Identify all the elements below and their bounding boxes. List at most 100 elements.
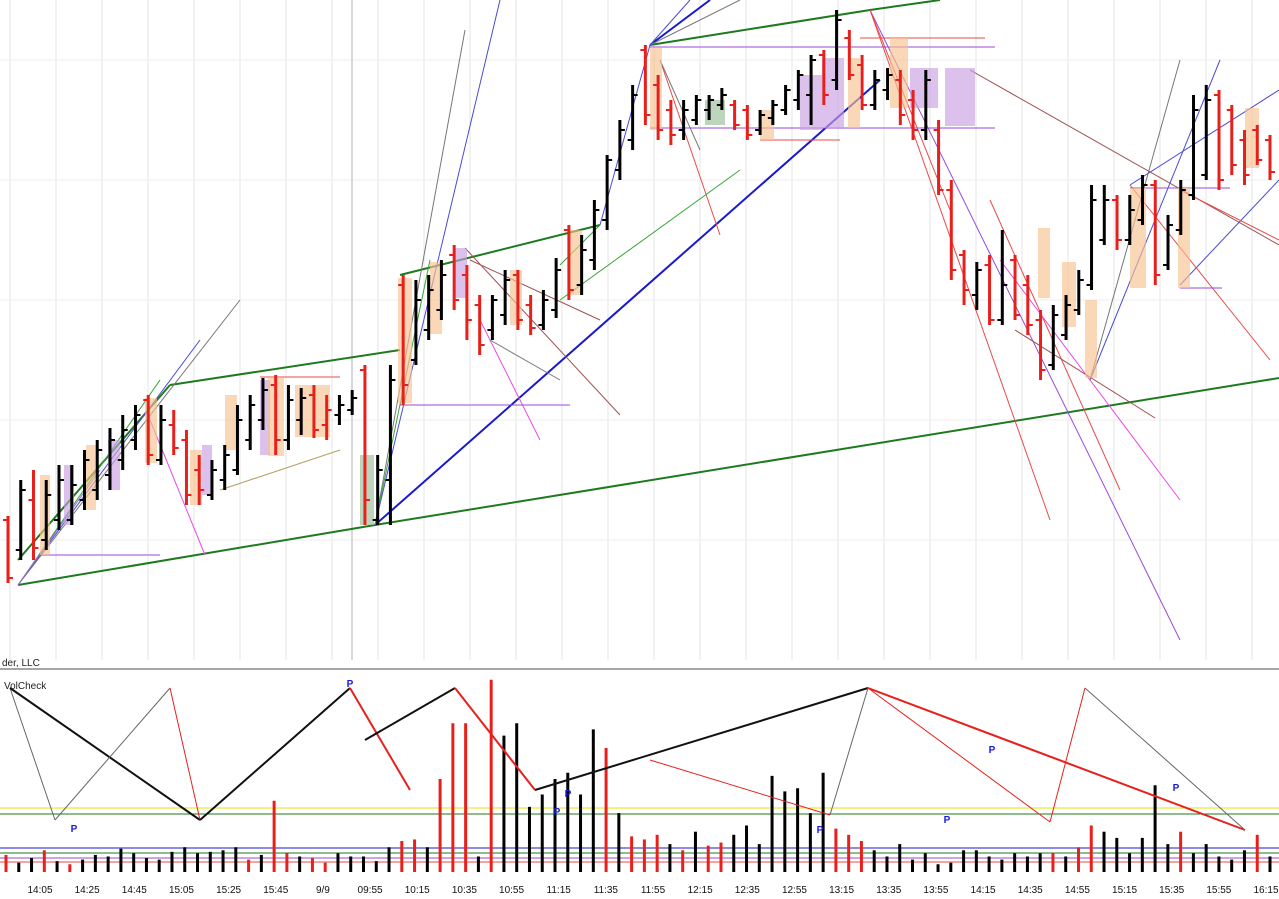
- trendline-green: [169, 349, 401, 386]
- pivot-marker: P: [71, 824, 78, 835]
- x-tick-label: 15:55: [1206, 885, 1231, 896]
- zigzag-line: [169, 687, 201, 821]
- fib-zone: [1085, 300, 1097, 378]
- fib-zone: [1062, 262, 1076, 327]
- trendline-green: [17, 524, 376, 586]
- zigzag-line: [454, 687, 536, 791]
- fan-line: [659, 59, 721, 236]
- fan-line: [469, 259, 601, 321]
- trendline-blue: [374, 79, 881, 526]
- zigzag-line: [1049, 687, 1086, 823]
- trendline-green: [649, 9, 871, 46]
- zigzag-line: [9, 687, 201, 821]
- fan-line: [559, 169, 741, 301]
- trendline-blue: [649, 0, 711, 46]
- zigzag-line: [199, 687, 351, 821]
- x-tick-label: 10:55: [499, 885, 524, 896]
- fan-line: [989, 199, 1121, 491]
- fib-zone: [570, 230, 582, 295]
- pivot-marker: P: [565, 789, 572, 800]
- zigzag-line: [54, 687, 171, 821]
- fan-line: [649, 0, 741, 46]
- trendline-green: [869, 0, 941, 11]
- x-tick-label: 14:35: [1018, 885, 1043, 896]
- fib-zone: [202, 445, 212, 495]
- fan-line: [374, 29, 466, 526]
- fib-zone: [86, 445, 96, 510]
- x-tick-label: 16:15: [1253, 885, 1278, 896]
- zigzag-line: [9, 687, 56, 821]
- x-tick-label: 14:05: [27, 885, 52, 896]
- fib-zone: [650, 48, 662, 130]
- zigzag-line: [534, 687, 869, 791]
- trendline-green: [374, 377, 1279, 526]
- fan-line: [479, 319, 541, 441]
- x-tick-label: 13:15: [829, 885, 854, 896]
- fan-line: [649, 0, 691, 46]
- x-tick-label: 13:35: [876, 885, 901, 896]
- x-tick-label: 10:15: [405, 885, 430, 896]
- x-tick-label: 15:45: [263, 885, 288, 896]
- zigzag-line: [829, 687, 869, 816]
- fan-line: [489, 339, 561, 381]
- pivot-marker: P: [347, 679, 354, 690]
- fib-zone: [430, 262, 442, 334]
- fib-zone: [910, 68, 938, 108]
- x-tick-label: 12:35: [735, 885, 760, 896]
- grid: [0, 0, 1279, 660]
- fan-line: [659, 59, 701, 151]
- pivot-marker: P: [989, 745, 996, 756]
- x-tick-label: 11:35: [594, 885, 619, 896]
- zigzag-line: [867, 687, 1051, 823]
- fib-zone: [1038, 228, 1050, 298]
- fib-zone: [455, 248, 467, 298]
- x-tick-label: 9/9: [316, 885, 330, 896]
- x-tick-label: 11:15: [547, 885, 572, 896]
- fib-zone: [510, 270, 522, 325]
- x-tick-label: 12:55: [782, 885, 807, 896]
- pivot-marker: P: [817, 825, 824, 836]
- pivot-marker: P: [944, 815, 951, 826]
- fib-zone: [225, 395, 237, 450]
- fib-zone: [360, 455, 374, 525]
- fan-line: [969, 69, 1279, 246]
- fan-line: [464, 247, 621, 416]
- fib-zone: [64, 465, 74, 525]
- fan-line: [17, 299, 241, 586]
- x-tick-label: 14:25: [75, 885, 100, 896]
- x-tick-label: 15:15: [1112, 885, 1137, 896]
- fan-line: [1179, 189, 1279, 241]
- zigzag-line: [649, 759, 831, 816]
- zigzag-line: [1084, 687, 1246, 831]
- x-axis: 14:05 14:25 14:45 15:05 15:25 15:45 9/9 09:55 10…: [27, 885, 1278, 896]
- price-bars: [3, 10, 1275, 583]
- fan-line: [149, 419, 206, 556]
- zigzag-line: [364, 687, 456, 741]
- fib-zone: [260, 380, 270, 455]
- x-tick-label: 14:45: [122, 885, 147, 896]
- fan-line: [1129, 184, 1271, 361]
- fan-line: [1129, 89, 1279, 186]
- pivot-marker: P: [1173, 783, 1180, 794]
- x-tick-label: 15:25: [216, 885, 241, 896]
- x-tick-label: 15:05: [169, 885, 194, 896]
- x-tick-label: 09:55: [358, 885, 383, 896]
- fan-line: [219, 449, 341, 491]
- x-tick-label: 14:55: [1065, 885, 1090, 896]
- x-tick-label: 13:55: [923, 885, 948, 896]
- fib-zone: [1245, 108, 1259, 168]
- x-tick-label: 10:35: [452, 885, 477, 896]
- zigzag-line: [867, 687, 1246, 831]
- zigzag-line: [349, 687, 411, 791]
- x-tick-label: 14:15: [971, 885, 996, 896]
- x-tick-label: 11:55: [641, 885, 666, 896]
- fib-zone: [822, 58, 844, 128]
- fib-zone: [945, 68, 975, 126]
- copyright-label: der, LLC: [2, 658, 40, 669]
- x-tick-label: 12:15: [688, 885, 713, 896]
- pivot-marker: P: [554, 807, 561, 818]
- x-tick-label: 15:35: [1159, 885, 1184, 896]
